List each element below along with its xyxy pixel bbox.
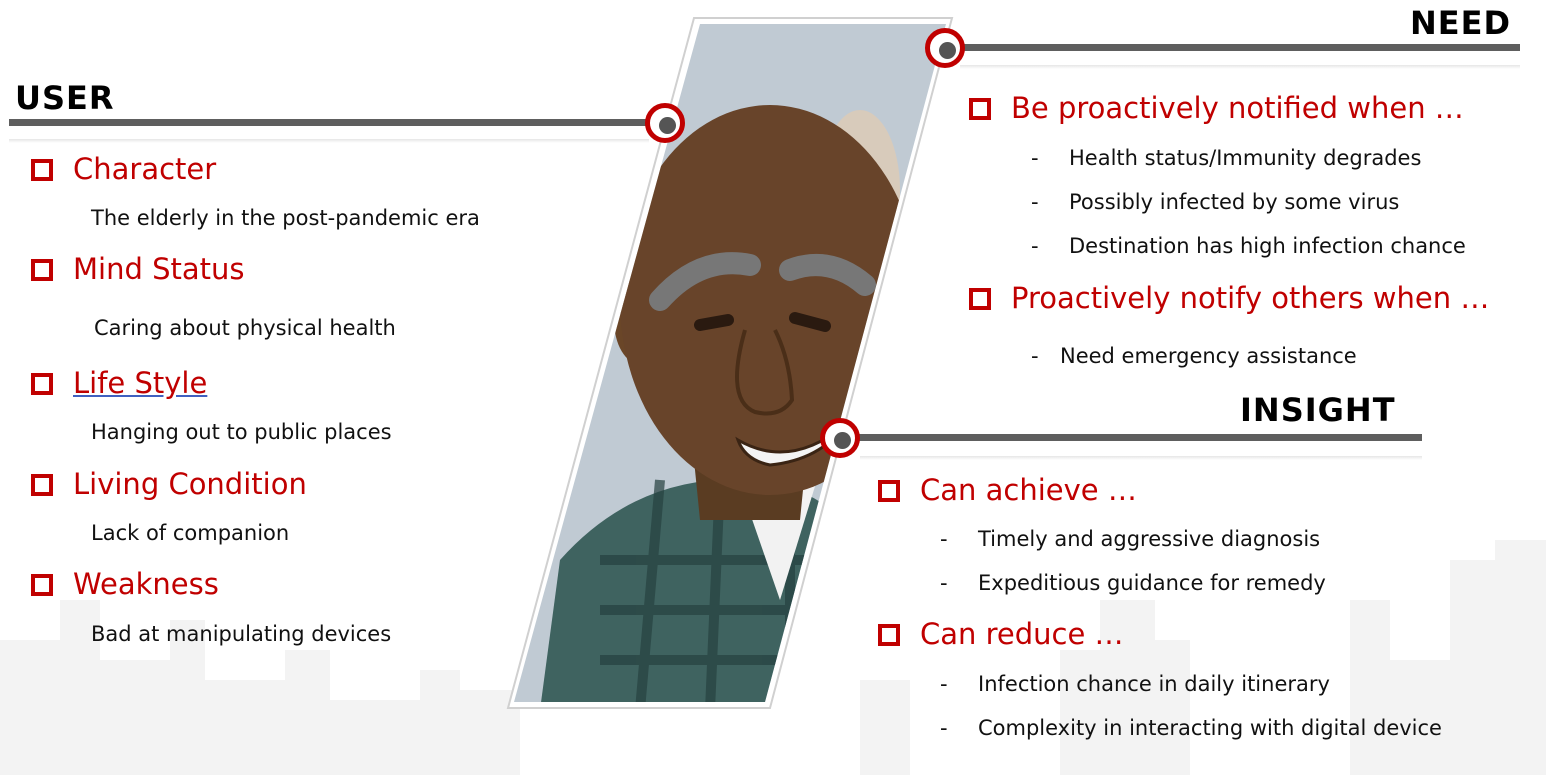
dash-marker: - [1031, 190, 1039, 214]
checkbox-square-icon [969, 287, 991, 310]
user-item-detail: Lack of companion [91, 521, 290, 545]
insight-divider-shadow [860, 456, 1422, 460]
insight-section-title: INSIGHT [1240, 391, 1396, 429]
need-group-notified: Be proactively notified when … [969, 94, 1464, 123]
user-item-heading: Living Condition [73, 467, 307, 501]
user-item-heading: Character [73, 152, 217, 186]
need-group-heading: Be proactively notified when … [1011, 91, 1464, 125]
insight-list-item-text: Infection chance in daily itinerary [978, 672, 1330, 696]
user-item-life-style: Life Style [31, 369, 207, 398]
dash-marker: - [940, 672, 948, 696]
user-item-living-condition: Living Condition [31, 470, 307, 499]
dash-marker: - [1031, 234, 1039, 258]
checkbox-square-icon [31, 258, 53, 281]
need-list-item: - Destination has high infection chance [1031, 236, 1466, 257]
user-item-weakness: Weakness [31, 570, 219, 599]
need-group-heading: Proactively notify others when … [1011, 281, 1490, 315]
user-item-heading: Weakness [73, 567, 219, 601]
checkbox-square-icon [31, 473, 53, 496]
user-divider-line [9, 119, 669, 126]
user-item-character: Character [31, 155, 216, 184]
need-divider-line [950, 44, 1520, 51]
checkbox-square-icon [31, 573, 53, 596]
user-item-mind-status: Mind Status [31, 255, 245, 284]
checkbox-square-icon [31, 372, 53, 395]
checkbox-square-icon [878, 623, 900, 646]
user-connector-node [645, 103, 685, 143]
user-item-heading: Mind Status [73, 252, 245, 286]
dash-marker: - [940, 527, 948, 551]
checkbox-square-icon [31, 158, 53, 181]
need-list-item-text: Destination has high infection chance [1069, 234, 1466, 258]
need-list-item-text: Health status/Immunity degrades [1069, 146, 1422, 170]
need-list-item-text: Need emergency assistance [1060, 344, 1357, 368]
insight-divider-line [845, 434, 1422, 441]
insight-list-item: - Complexity in interacting with digital… [940, 718, 1442, 739]
user-item-detail: The elderly in the post-pandemic era [91, 206, 480, 230]
insight-group-reduce: Can reduce … [878, 620, 1124, 649]
insight-list-item: - Timely and aggressive diagnosis [940, 529, 1320, 550]
insight-group-heading: Can reduce … [920, 617, 1124, 651]
need-list-item: - Need emergency assistance [1031, 346, 1357, 367]
insight-list-item-text: Timely and aggressive diagnosis [978, 527, 1321, 551]
need-section-title: NEED [1410, 4, 1512, 42]
insight-list-item: - Infection chance in daily itinerary [940, 674, 1330, 695]
user-divider-shadow [9, 139, 649, 143]
user-section-title: USER [15, 79, 115, 117]
need-group-notify-others: Proactively notify others when … [969, 284, 1489, 313]
user-item-detail: Bad at manipulating devices [91, 622, 392, 646]
insight-list-item-text: Complexity in interacting with digital d… [978, 716, 1442, 740]
insight-group-heading: Can achieve … [920, 473, 1137, 507]
dash-marker: - [940, 716, 948, 740]
user-item-heading: Life Style [73, 366, 208, 400]
insight-list-item-text: Expeditious guidance for remedy [978, 571, 1326, 595]
checkbox-square-icon [969, 97, 991, 120]
user-item-detail: Caring about physical health [94, 316, 396, 340]
need-list-item-text: Possibly infected by some virus [1069, 190, 1400, 214]
insight-group-achieve: Can achieve … [878, 476, 1137, 505]
need-divider-shadow [960, 65, 1520, 69]
checkbox-square-icon [878, 479, 900, 502]
need-list-item: - Health status/Immunity degrades [1031, 148, 1421, 169]
user-item-detail: Hanging out to public places [91, 420, 392, 444]
dash-marker: - [1031, 146, 1039, 170]
dash-marker: - [1031, 344, 1039, 368]
need-list-item: - Possibly infected by some virus [1031, 192, 1399, 213]
insight-list-item: - Expeditious guidance for remedy [940, 573, 1326, 594]
dash-marker: - [940, 571, 948, 595]
need-connector-node [925, 28, 965, 68]
insight-connector-node [820, 418, 860, 458]
